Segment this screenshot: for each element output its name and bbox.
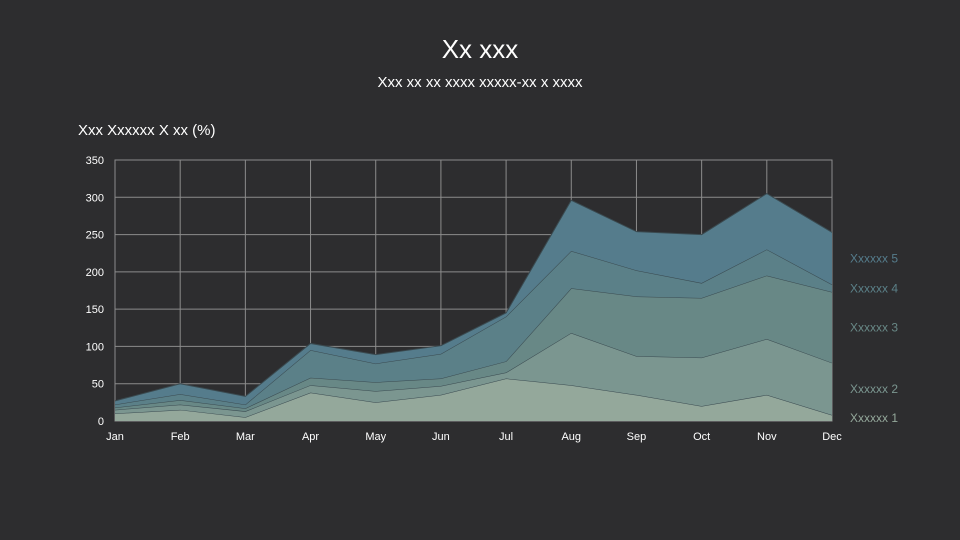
y-tick-label: 0: [98, 416, 104, 428]
x-tick-label: Aug: [561, 431, 581, 443]
axes: 0 50 100 150 200 250 300 350 Jan Feb Mar Apr May Jun J…: [86, 155, 843, 443]
chart-title: Xx xxx: [441, 34, 519, 64]
x-tick-label: May: [365, 431, 386, 443]
series-line-5: [114, 192, 833, 402]
x-tick-label: Mar: [236, 431, 255, 443]
y-tick-label: 100: [86, 341, 104, 353]
x-tick-label: Dec: [822, 431, 842, 443]
series-area-1: [115, 378, 832, 421]
x-tick-label: Jul: [499, 431, 513, 443]
y-tick-label: 150: [86, 304, 104, 316]
x-tick-label: Jan: [106, 431, 124, 443]
legend-label-series-3: Xxxxxx 3: [850, 320, 898, 334]
y-tick-label: 350: [86, 155, 104, 167]
legend-label-series-4: Xxxxxx 4: [850, 281, 898, 295]
legend-label-series-2: Xxxxxx 2: [850, 382, 898, 396]
x-tick-label: Apr: [302, 431, 319, 443]
x-tick-label: Oct: [693, 431, 710, 443]
y-axis-label: Xxx Xxxxxx X xx (%): [78, 122, 216, 139]
series-area-2: [115, 333, 832, 418]
series-areas: [114, 192, 833, 421]
x-tick-label: Jun: [432, 431, 450, 443]
x-tick-label: Feb: [171, 431, 190, 443]
y-tick-label: 50: [92, 379, 104, 391]
series-area-5: [115, 193, 832, 405]
chart-subtitle: Xxx xx xx xxxx xxxxx-xx x xxxx: [377, 74, 583, 91]
series-area-3: [115, 275, 832, 412]
series-area-4: [115, 249, 832, 409]
y-tick-label: 300: [86, 192, 104, 204]
legend-label-series-1: Xxxxxx 1: [850, 411, 898, 425]
x-tick-label: Nov: [757, 431, 777, 443]
y-tick-label: 250: [86, 230, 104, 242]
legend: Xxxxxx 1 Xxxxxx 2 Xxxxxx 3 Xxxxxx 4 Xxxxxx 5: [850, 251, 898, 425]
legend-label-series-5: Xxxxxx 5: [850, 251, 898, 265]
x-tick-label: Sep: [627, 431, 647, 443]
y-tick-label: 200: [86, 267, 104, 279]
